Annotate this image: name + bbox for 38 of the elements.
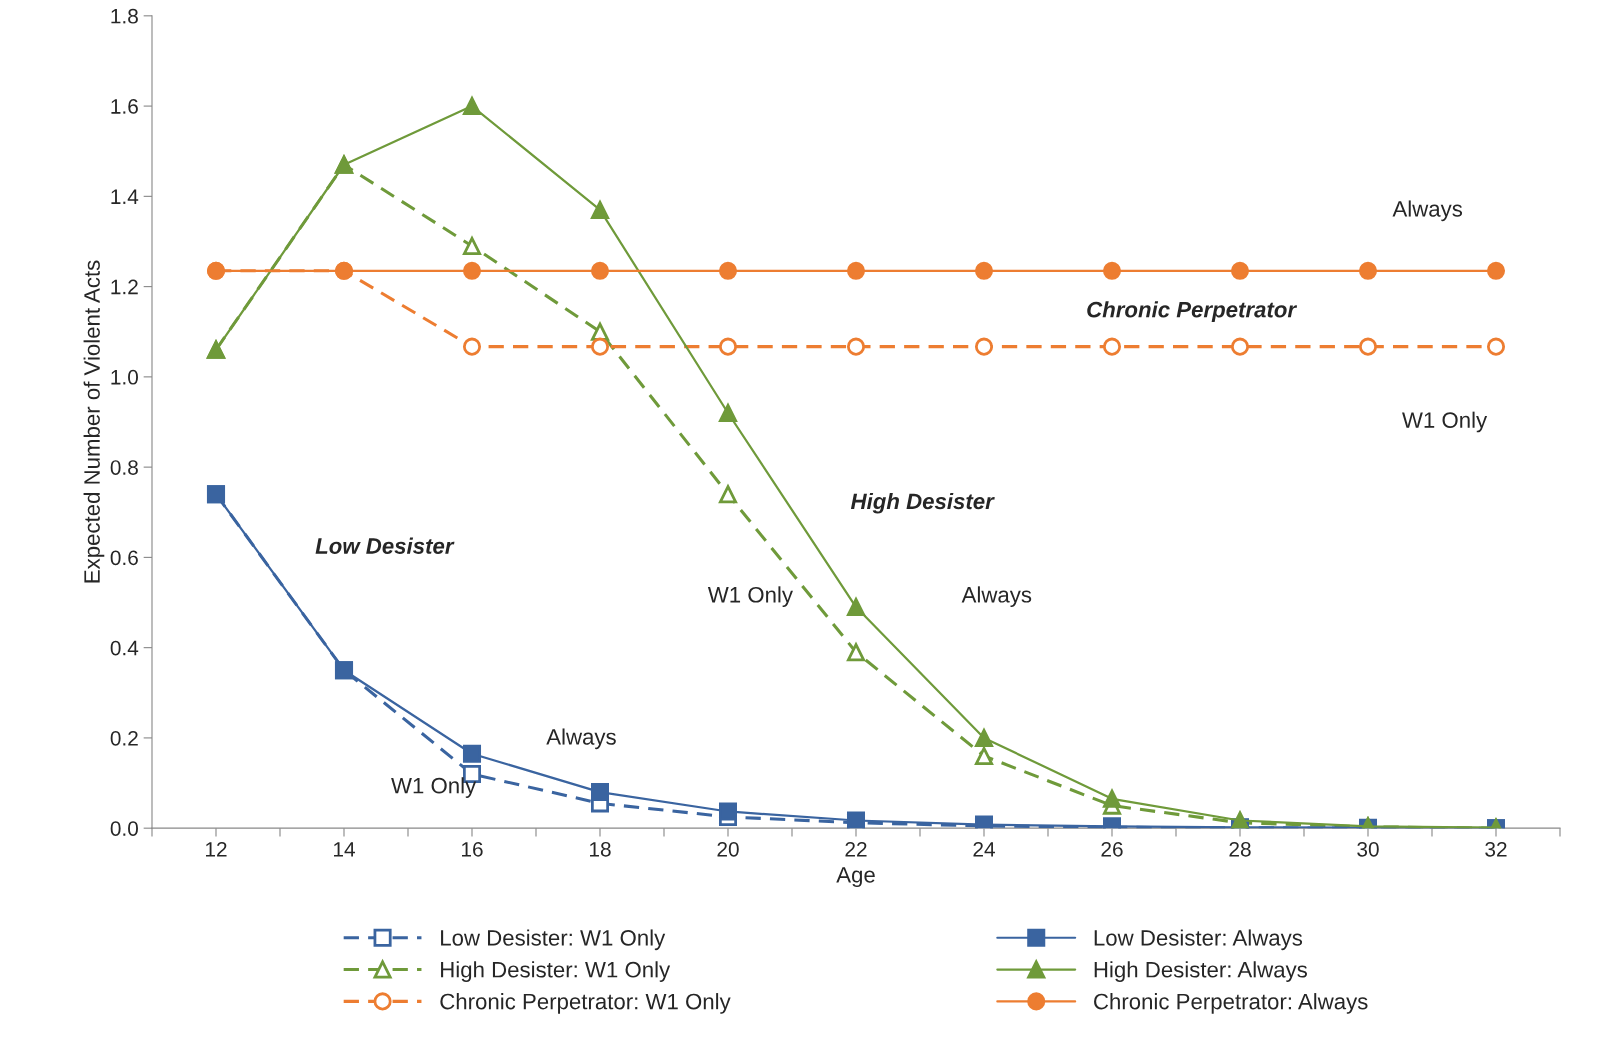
legend-label: High Desister: Always — [1094, 961, 1307, 982]
x-tick-label: 12 — [206, 841, 227, 857]
x-tick-label: 32 — [1485, 841, 1507, 857]
y-tick-label: 0.2 — [110, 730, 138, 746]
y-axis-title: Expected Number of Violent Acts — [83, 260, 105, 583]
y-tick-label: 0.0 — [110, 821, 138, 836]
x-tick-label: 24 — [973, 841, 995, 857]
legend-label: Chronic Perpetrator: W1 Only — [440, 993, 731, 1014]
y-tick-label: 1.4 — [111, 189, 139, 204]
x-tick-label: 30 — [1357, 841, 1379, 857]
x-tick-label: 14 — [334, 842, 355, 857]
legend-label: Low Desister: Always — [1094, 929, 1303, 951]
annotation: Always — [546, 728, 616, 750]
x-tick-label: 20 — [717, 841, 739, 857]
annotation: Chronic Perpetrator — [1087, 301, 1298, 322]
annotation: Always — [1392, 200, 1463, 222]
legend-label: Chronic Perpetrator: Always — [1094, 993, 1368, 1014]
x-tick-label: 18 — [590, 841, 611, 857]
annotation: W1 Only — [391, 777, 477, 798]
x-tick-label: 16 — [462, 841, 483, 857]
x-tick-label: 28 — [1229, 841, 1251, 857]
y-tick-label: 0.4 — [110, 640, 139, 656]
y-tick-label: 0.6 — [110, 550, 138, 566]
legend-label: Low Desister: W1 Only — [441, 929, 666, 951]
annotation: High Desister — [850, 492, 995, 514]
y-tick-label: 1.2 — [111, 279, 138, 295]
y-tick-label: 1.8 — [111, 8, 138, 24]
annotation: Low Desister — [315, 537, 455, 554]
legend-label: High Desister: W1 Only — [441, 961, 671, 982]
annotation: W1 Only — [707, 586, 793, 608]
y-tick-label: 1.6 — [111, 99, 138, 114]
annotation: Always — [961, 586, 1032, 608]
y-tick-label: 0.8 — [110, 460, 138, 475]
y-tick-label: 1.0 — [111, 369, 138, 385]
annotation: W1 Only — [1402, 411, 1488, 433]
x-axis-title: Age — [836, 867, 875, 888]
x-tick-label: 26 — [1101, 841, 1123, 857]
x-tick-label: 22 — [845, 841, 867, 857]
